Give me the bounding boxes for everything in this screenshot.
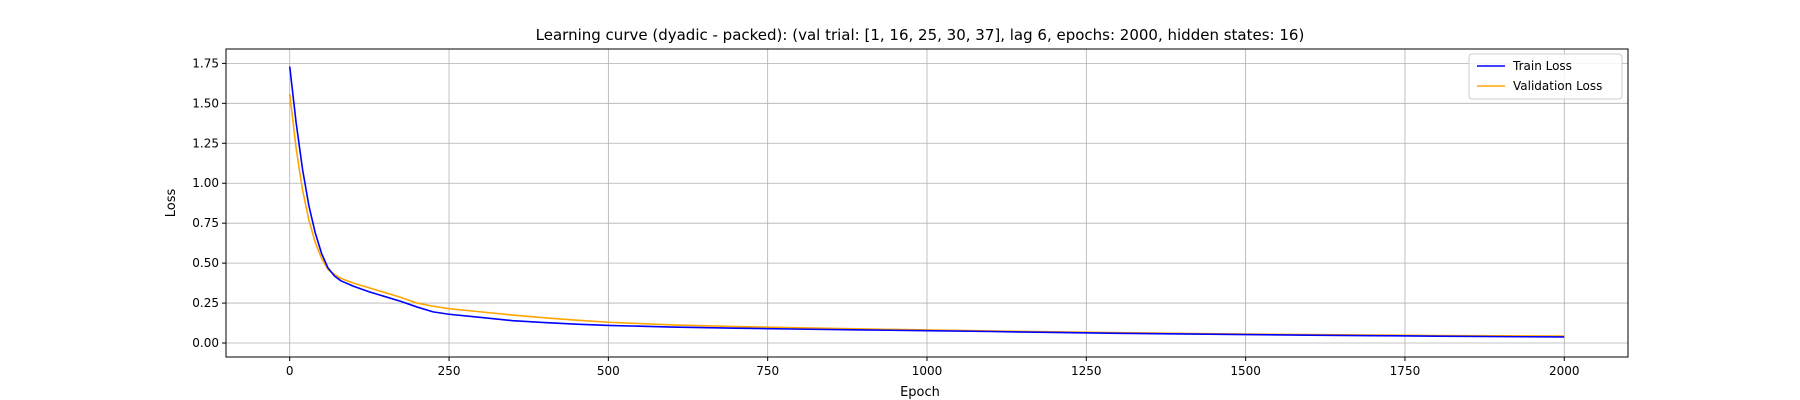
- legend-label: Validation Loss: [1513, 79, 1602, 93]
- x-tick-label: 1750: [1390, 364, 1421, 378]
- series-line-train-loss: [288, 66, 1565, 338]
- legend-label: Train Loss: [1512, 59, 1572, 73]
- y-tick-label: 1.00: [192, 176, 219, 190]
- x-tick-label: 2000: [1549, 364, 1580, 378]
- x-tick-label: 250: [438, 364, 461, 378]
- legend: Train Loss Validation Loss: [1468, 53, 1623, 100]
- y-tick-label: 1.50: [192, 96, 219, 110]
- grid-layer: [226, 49, 1628, 357]
- x-axis-label: Epoch: [900, 385, 940, 400]
- y-tick-label: 1.75: [192, 56, 219, 70]
- x-tick-label: 1250: [1071, 364, 1102, 378]
- series-layer: [288, 66, 1565, 338]
- y-tick-label: 0.00: [192, 336, 219, 350]
- y-tick-label: 0.25: [192, 296, 219, 310]
- y-axis-label: Loss: [164, 189, 179, 218]
- legend-box: [1468, 53, 1623, 100]
- y-tick-label: 0.50: [192, 256, 219, 270]
- x-tick-label: 1000: [912, 364, 943, 378]
- x-tick-label: 0: [286, 364, 294, 378]
- chart-title: Learning curve (dyadic - packed): (val t…: [536, 26, 1305, 44]
- y-tick-label: 1.25: [192, 136, 219, 150]
- x-tick-label: 500: [597, 364, 620, 378]
- x-tick-label: 750: [756, 364, 779, 378]
- x-tick-label: 1500: [1230, 364, 1261, 378]
- tick-layer: 0 250 500 750 1000 1250 1500 1750 2000 0.00 0.25 0.…: [192, 56, 1579, 378]
- y-tick-label: 0.75: [192, 216, 219, 230]
